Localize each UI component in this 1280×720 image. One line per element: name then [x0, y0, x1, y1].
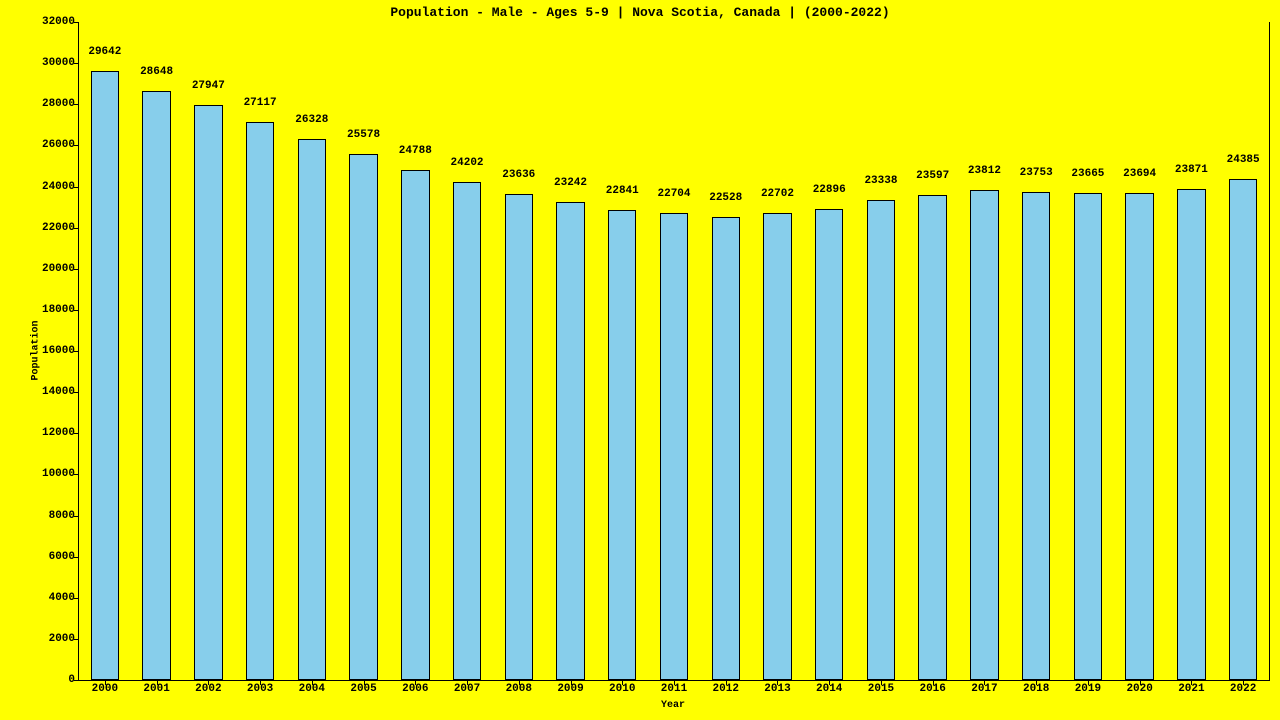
bar-value-label: 23636 — [502, 169, 535, 181]
bar — [91, 71, 119, 681]
bar — [556, 202, 584, 680]
bar — [1074, 193, 1102, 680]
y-tick-mark — [74, 557, 79, 558]
y-tick-mark — [74, 145, 79, 146]
y-tick-mark — [74, 187, 79, 188]
bar — [867, 200, 895, 680]
bar — [194, 105, 222, 680]
bar — [660, 213, 688, 680]
bar-value-label: 24202 — [451, 157, 484, 169]
bar — [712, 217, 740, 680]
bar-value-label: 26328 — [295, 114, 328, 126]
y-tick-mark — [74, 104, 79, 105]
bar-value-label: 22702 — [761, 188, 794, 200]
bar-value-label: 24788 — [399, 145, 432, 157]
bar-value-label: 25578 — [347, 129, 380, 141]
bar-value-label: 23812 — [968, 165, 1001, 177]
x-tick-mark — [312, 680, 313, 685]
x-tick-mark — [726, 680, 727, 685]
x-tick-mark — [208, 680, 209, 685]
y-tick-mark — [74, 310, 79, 311]
bar — [401, 170, 429, 680]
bar — [453, 182, 481, 680]
bar — [1022, 192, 1050, 680]
bar-value-label: 22528 — [709, 192, 742, 204]
bar — [246, 122, 274, 680]
x-tick-mark — [881, 680, 882, 685]
x-tick-mark — [1140, 680, 1141, 685]
bar-value-label: 23694 — [1123, 168, 1156, 180]
y-tick-mark — [74, 433, 79, 434]
x-tick-mark — [1191, 680, 1192, 685]
bar — [349, 154, 377, 680]
bar-value-label: 22704 — [657, 188, 690, 200]
y-tick-mark — [74, 351, 79, 352]
x-tick-mark — [777, 680, 778, 685]
bar-value-label: 23753 — [1020, 167, 1053, 179]
chart-title: Population - Male - Ages 5-9 | Nova Scot… — [0, 5, 1280, 20]
y-tick-mark — [74, 228, 79, 229]
x-tick-mark — [622, 680, 623, 685]
bar — [608, 210, 636, 680]
bar-value-label: 22896 — [813, 184, 846, 196]
bar-value-label: 23665 — [1071, 168, 1104, 180]
bar-value-label: 27117 — [244, 97, 277, 109]
bar-value-label: 23871 — [1175, 164, 1208, 176]
x-tick-mark — [1088, 680, 1089, 685]
bar — [1125, 193, 1153, 680]
y-tick-mark — [74, 516, 79, 517]
bar — [970, 190, 998, 680]
bar-value-label: 29642 — [88, 46, 121, 58]
x-tick-mark — [467, 680, 468, 685]
bar-value-label: 23597 — [916, 170, 949, 182]
y-axis-label: Population — [31, 320, 42, 380]
plot-area: 0200040006000800010000120001400016000180… — [78, 22, 1270, 681]
x-tick-mark — [105, 680, 106, 685]
x-tick-mark — [571, 680, 572, 685]
x-tick-mark — [1243, 680, 1244, 685]
x-tick-mark — [519, 680, 520, 685]
x-tick-mark — [674, 680, 675, 685]
y-tick-mark — [74, 598, 79, 599]
bar — [815, 209, 843, 680]
bar — [505, 194, 533, 680]
x-axis-label: Year — [78, 700, 1268, 711]
x-tick-mark — [829, 680, 830, 685]
y-tick-mark — [74, 639, 79, 640]
y-tick-mark — [74, 392, 79, 393]
x-tick-mark — [984, 680, 985, 685]
bar — [298, 139, 326, 680]
x-tick-mark — [933, 680, 934, 685]
population-bar-chart: Population - Male - Ages 5-9 | Nova Scot… — [0, 0, 1280, 720]
x-tick-mark — [364, 680, 365, 685]
x-tick-mark — [260, 680, 261, 685]
bar-value-label: 28648 — [140, 66, 173, 78]
y-tick-mark — [74, 63, 79, 64]
x-tick-mark — [1036, 680, 1037, 685]
bar — [1177, 189, 1205, 680]
bar-value-label: 23242 — [554, 177, 587, 189]
x-tick-mark — [415, 680, 416, 685]
x-tick-mark — [157, 680, 158, 685]
bar — [763, 213, 791, 680]
bar-value-label: 27947 — [192, 80, 225, 92]
bar-value-label: 23338 — [864, 175, 897, 187]
y-tick-mark — [74, 269, 79, 270]
y-tick-mark — [74, 474, 79, 475]
y-tick-mark — [74, 22, 79, 23]
bar — [142, 91, 170, 680]
bar — [918, 195, 946, 680]
bar-value-label: 24385 — [1227, 154, 1260, 166]
bar-value-label: 22841 — [606, 185, 639, 197]
bar — [1229, 179, 1257, 680]
y-tick-mark — [74, 680, 79, 681]
